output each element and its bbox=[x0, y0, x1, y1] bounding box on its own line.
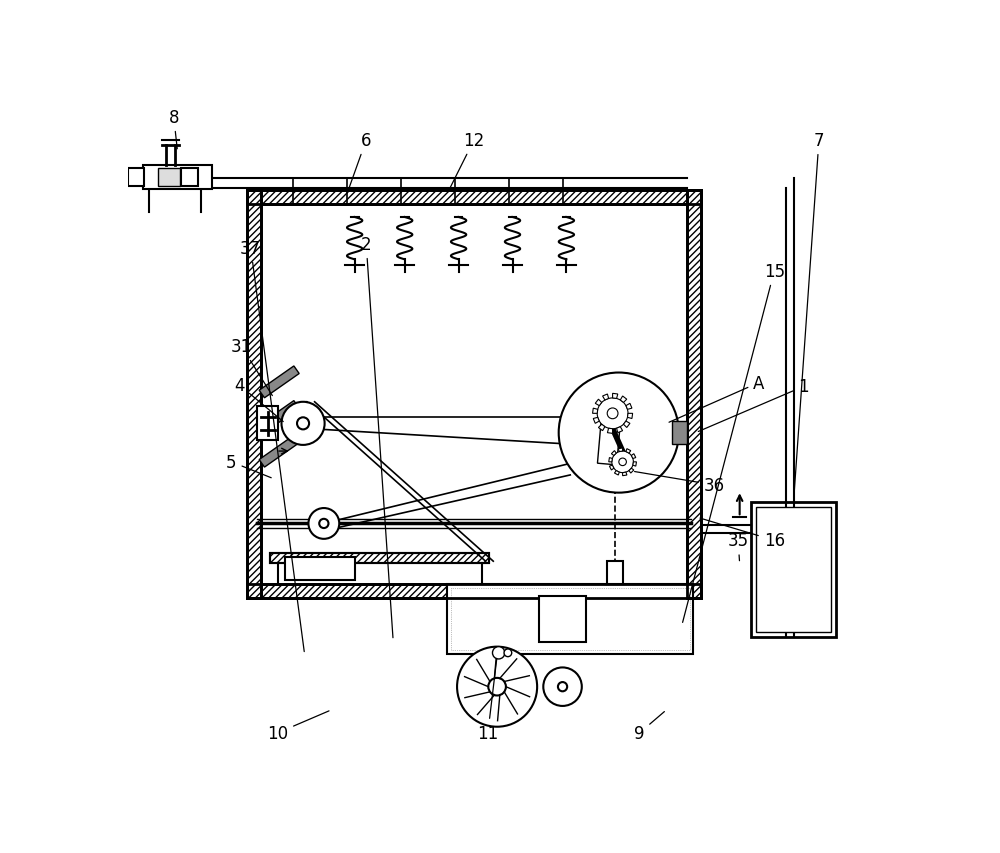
Circle shape bbox=[543, 668, 582, 706]
Circle shape bbox=[457, 647, 537, 727]
Circle shape bbox=[559, 373, 679, 493]
Polygon shape bbox=[633, 462, 636, 467]
Text: 31: 31 bbox=[231, 338, 272, 396]
Polygon shape bbox=[618, 449, 623, 452]
Bar bbox=[259, 401, 299, 433]
Text: A: A bbox=[669, 374, 765, 423]
Bar bbox=[247, 191, 701, 205]
Polygon shape bbox=[609, 458, 612, 462]
Polygon shape bbox=[626, 403, 632, 409]
Bar bbox=[270, 554, 489, 563]
Bar bbox=[751, 502, 836, 637]
Text: 2: 2 bbox=[361, 235, 393, 638]
Text: 35: 35 bbox=[728, 531, 749, 561]
Text: 4: 4 bbox=[234, 376, 283, 422]
Circle shape bbox=[597, 398, 628, 429]
Bar bbox=[672, 421, 687, 444]
Circle shape bbox=[492, 647, 505, 659]
Circle shape bbox=[619, 459, 626, 466]
Polygon shape bbox=[627, 414, 633, 419]
Polygon shape bbox=[617, 427, 623, 433]
Text: 5: 5 bbox=[226, 453, 271, 479]
Circle shape bbox=[488, 678, 506, 696]
Text: 16: 16 bbox=[700, 519, 785, 549]
Polygon shape bbox=[598, 425, 605, 431]
Polygon shape bbox=[613, 394, 618, 399]
Circle shape bbox=[297, 418, 309, 430]
Bar bbox=[447, 584, 693, 653]
Text: 15: 15 bbox=[683, 263, 785, 623]
Polygon shape bbox=[593, 409, 598, 414]
Circle shape bbox=[319, 519, 328, 529]
Bar bbox=[270, 554, 489, 563]
Text: 7: 7 bbox=[794, 132, 824, 500]
Bar bbox=[247, 584, 701, 599]
Polygon shape bbox=[595, 400, 602, 406]
Polygon shape bbox=[593, 418, 599, 424]
Bar bbox=[687, 191, 701, 599]
Text: 10: 10 bbox=[267, 711, 329, 742]
Polygon shape bbox=[629, 468, 634, 473]
Bar bbox=[687, 191, 701, 599]
Bar bbox=[143, 165, 212, 190]
Circle shape bbox=[612, 451, 633, 473]
Text: 9: 9 bbox=[634, 711, 664, 742]
Bar bbox=[247, 584, 701, 599]
Polygon shape bbox=[626, 450, 631, 454]
Bar bbox=[259, 436, 299, 467]
Polygon shape bbox=[623, 473, 627, 476]
Bar bbox=[247, 191, 261, 599]
Text: 11: 11 bbox=[477, 659, 498, 742]
Circle shape bbox=[558, 682, 567, 692]
Polygon shape bbox=[620, 397, 627, 403]
Bar bbox=[158, 169, 180, 187]
Bar bbox=[257, 407, 278, 441]
Polygon shape bbox=[609, 466, 614, 471]
Bar bbox=[597, 414, 621, 466]
Bar bbox=[259, 367, 299, 398]
Bar bbox=[247, 191, 261, 599]
Circle shape bbox=[504, 649, 512, 657]
Text: 8: 8 bbox=[168, 108, 179, 149]
Text: 12: 12 bbox=[448, 132, 485, 192]
Bar bbox=[247, 191, 701, 205]
Polygon shape bbox=[607, 429, 613, 434]
Bar bbox=[756, 507, 831, 632]
Polygon shape bbox=[611, 451, 616, 456]
Polygon shape bbox=[623, 421, 630, 428]
Circle shape bbox=[308, 508, 339, 539]
Bar bbox=[607, 561, 623, 584]
Text: 37: 37 bbox=[240, 240, 304, 652]
Polygon shape bbox=[614, 471, 619, 475]
Circle shape bbox=[282, 403, 325, 445]
Bar bbox=[285, 558, 355, 581]
Text: 36: 36 bbox=[635, 472, 725, 495]
Bar bbox=[451, 589, 690, 650]
Bar bbox=[181, 169, 198, 187]
Text: 1: 1 bbox=[698, 378, 809, 432]
Bar bbox=[128, 169, 144, 187]
Polygon shape bbox=[631, 454, 636, 459]
Polygon shape bbox=[603, 395, 609, 401]
Bar bbox=[539, 596, 586, 642]
Text: 6: 6 bbox=[348, 132, 371, 192]
Circle shape bbox=[607, 409, 618, 419]
